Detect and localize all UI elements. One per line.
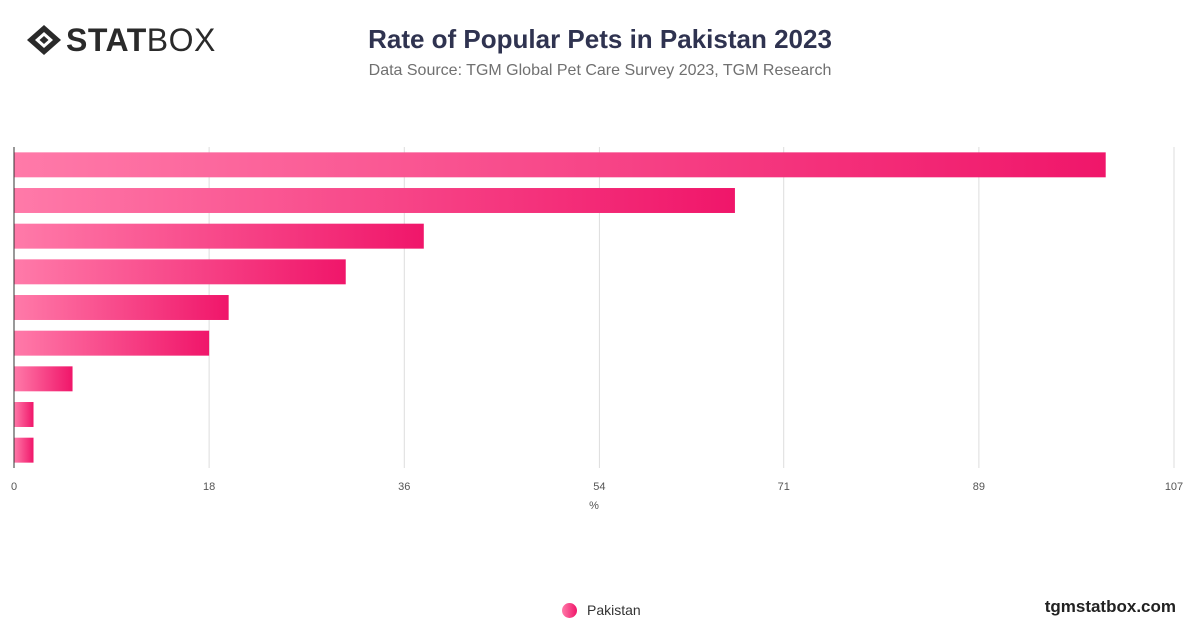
bar[interactable] [14,366,73,392]
bar[interactable] [14,437,34,463]
x-tick-label: 107 [1165,481,1183,493]
statbox-logo: STATBOX [26,24,216,56]
logo-text-strong: STAT [66,22,147,58]
bar[interactable] [14,152,1106,178]
chart-title: Rate of Popular Pets in Pakistan 2023 [368,24,832,54]
bar[interactable] [14,259,346,285]
legend-swatch [562,602,577,618]
bar[interactable] [14,188,735,213]
x-tick-label: 0 [11,481,17,493]
chart-subtitle: Data Source: TGM Global Pet Care Survey … [368,62,832,79]
bar[interactable] [14,402,34,427]
legend-label: Pakistan [587,602,641,618]
x-tick-label: 89 [973,481,985,493]
x-tick-label: 36 [398,481,410,493]
x-axis-label: % [589,500,599,512]
diamond-logo-icon [27,25,61,55]
watermark: tgmstatbox.com [1044,597,1176,616]
bar[interactable] [14,295,229,320]
legend[interactable]: Pakistan [562,602,641,618]
x-tick-label: 18 [203,481,215,493]
logo-text: STATBOX [66,24,216,56]
x-tick-label: 71 [778,481,790,493]
logo-text-light: BOX [146,22,216,58]
x-tick-label: 54 [593,481,605,493]
bar[interactable] [14,223,424,249]
bar[interactable] [14,330,210,356]
